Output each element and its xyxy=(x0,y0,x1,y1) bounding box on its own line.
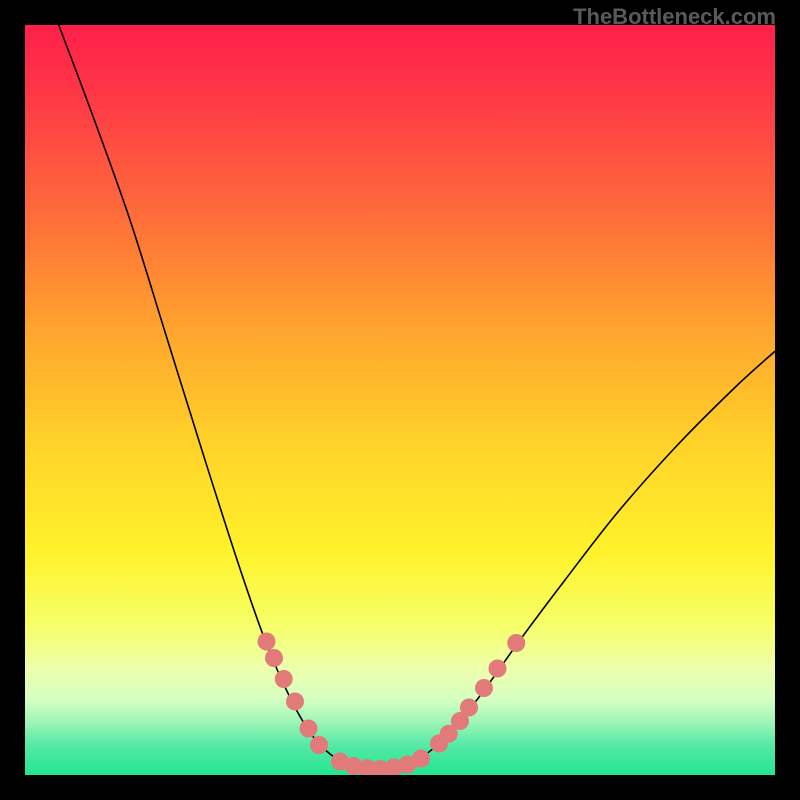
bottleneck-curve xyxy=(59,25,775,769)
watermark-text: TheBottleneck.com xyxy=(573,4,776,30)
data-marker xyxy=(275,670,293,688)
data-marker xyxy=(412,750,430,768)
data-marker xyxy=(489,660,507,678)
chart-overlay xyxy=(25,25,775,775)
data-marker xyxy=(258,633,276,651)
data-marker xyxy=(286,693,304,711)
plot-area xyxy=(25,25,775,775)
data-marker xyxy=(475,679,493,697)
data-marker xyxy=(460,699,478,717)
chart-stage: TheBottleneck.com xyxy=(0,0,800,800)
data-marker xyxy=(310,736,328,754)
markers-left xyxy=(258,633,329,755)
data-marker xyxy=(265,649,283,667)
data-marker xyxy=(300,720,318,738)
markers-bottom xyxy=(331,750,430,776)
data-marker xyxy=(507,634,525,652)
